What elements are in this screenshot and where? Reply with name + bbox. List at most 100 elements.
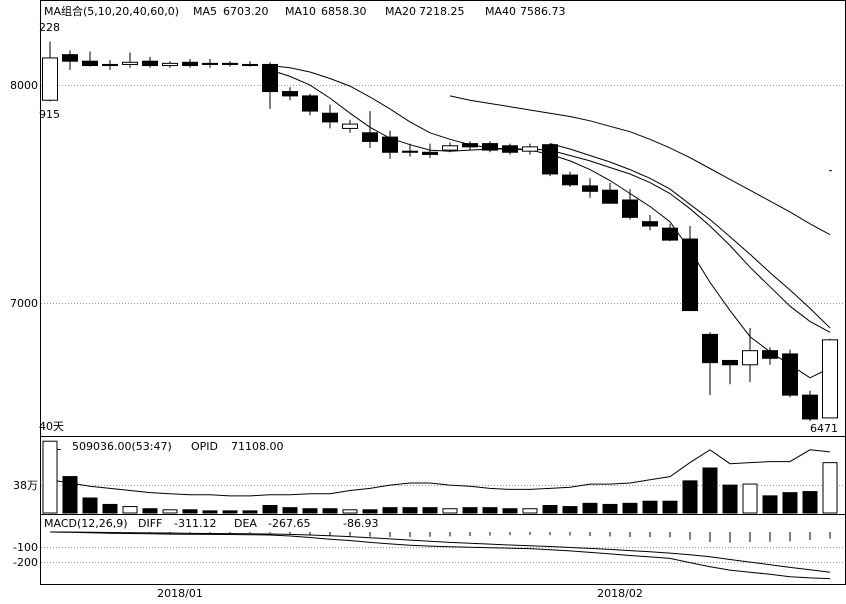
volume-bar xyxy=(802,491,818,514)
candle xyxy=(42,41,58,102)
x-axis-label-jan: 2018/01 xyxy=(157,587,203,600)
candle-body-down xyxy=(502,145,518,153)
candle xyxy=(482,141,498,153)
candle-body-down xyxy=(422,151,438,155)
volume-bar xyxy=(542,505,558,514)
candle xyxy=(622,189,638,220)
candle xyxy=(722,359,738,385)
volume-bar xyxy=(442,508,458,514)
volume-bar xyxy=(342,509,358,514)
candle xyxy=(262,62,278,109)
last-price-label: 6471 xyxy=(810,422,838,435)
candle-body-down xyxy=(202,62,218,65)
volume-bar xyxy=(822,462,838,514)
candle xyxy=(142,56,158,68)
volume-bar xyxy=(362,509,378,514)
candle-body-down xyxy=(402,150,418,153)
candle-body-down xyxy=(542,144,558,175)
candle xyxy=(182,59,198,68)
candle xyxy=(282,87,298,101)
candle xyxy=(322,104,338,129)
low-price-label: 915 xyxy=(39,108,60,121)
volume-bar xyxy=(462,507,478,514)
volume-bar xyxy=(222,510,238,514)
candle xyxy=(522,143,538,155)
candle xyxy=(802,390,818,422)
candle xyxy=(202,59,218,68)
candle xyxy=(442,142,458,153)
candlesticks xyxy=(42,41,838,422)
volume-bar xyxy=(402,507,418,514)
candle xyxy=(682,226,698,312)
opid-legend-label: OPID xyxy=(191,440,218,453)
volume-bar xyxy=(142,508,158,514)
candle-body-down xyxy=(182,61,198,67)
ma20-legend-value: 7218.25 xyxy=(419,5,465,18)
candle xyxy=(62,50,78,70)
volume-bar xyxy=(602,503,618,514)
candle xyxy=(242,61,258,67)
candle-body-up xyxy=(122,61,138,65)
moving-average-lines xyxy=(269,65,831,379)
candle-body-down xyxy=(782,353,798,396)
candle xyxy=(562,171,578,187)
dea-legend-value: -267.65 xyxy=(268,517,310,530)
ma20-legend-label: MA20 xyxy=(385,5,416,18)
candle-body-up xyxy=(162,62,178,67)
volume-bar xyxy=(182,509,198,514)
volume-bar xyxy=(482,507,498,514)
candle-body-down xyxy=(142,60,158,67)
volume-bar xyxy=(42,440,58,514)
candle-body-up xyxy=(342,123,358,129)
volume-bar xyxy=(122,506,138,514)
ma-line-ma20 xyxy=(549,143,831,329)
candle-body-down xyxy=(242,63,258,67)
volume-bar xyxy=(642,500,658,514)
candle xyxy=(82,51,98,67)
macd-tick-label-100: -100 xyxy=(13,541,38,554)
macd-dea-line xyxy=(49,531,831,573)
candle-body-down xyxy=(602,189,618,204)
candle-body-down xyxy=(382,136,398,153)
candle xyxy=(222,61,238,67)
volume-bar xyxy=(162,509,178,514)
opid-legend-value: 71108.00 xyxy=(231,440,284,453)
candle xyxy=(362,111,378,148)
ma5-legend-value: 6703.20 xyxy=(223,5,269,18)
candle-body-down xyxy=(322,112,338,123)
candle-body-up xyxy=(442,145,458,151)
candle-body-up xyxy=(822,339,838,419)
candle xyxy=(782,349,798,398)
volume-bar xyxy=(382,507,398,514)
candle-body-down xyxy=(302,95,318,112)
dea-legend-label: DEA xyxy=(234,517,257,530)
volume-bar xyxy=(282,507,298,514)
candle-body-down xyxy=(62,54,78,62)
candle-body-down xyxy=(622,199,638,218)
candle-body-down xyxy=(362,132,378,142)
volume-bar xyxy=(662,500,678,514)
x-axis-label-feb: 2018/02 xyxy=(597,587,643,600)
volume-bar xyxy=(522,508,538,514)
volume-bar xyxy=(422,507,438,514)
candle xyxy=(502,143,518,155)
open-interest-path xyxy=(49,449,831,497)
volume-bars xyxy=(42,440,838,514)
volume-bar xyxy=(502,508,518,514)
candle xyxy=(642,215,658,231)
candle xyxy=(822,338,838,419)
ma5-legend-label: MA5 xyxy=(193,5,217,18)
volume-bar xyxy=(102,503,118,514)
candle xyxy=(762,347,778,365)
macd-legend-title: MACD(12,26,9) xyxy=(44,517,128,530)
ma-legend-title: MA组合(5,10,20,40,60,0) xyxy=(44,4,179,18)
candle xyxy=(162,61,178,68)
candle xyxy=(462,141,478,151)
macd-marks xyxy=(49,531,831,580)
candle xyxy=(742,327,758,383)
candle-body-down xyxy=(662,227,678,241)
volume-bar xyxy=(762,495,778,514)
volume-bar xyxy=(622,502,638,514)
ma10-legend-label: MA10 xyxy=(285,5,316,18)
volume-bar xyxy=(202,510,218,514)
